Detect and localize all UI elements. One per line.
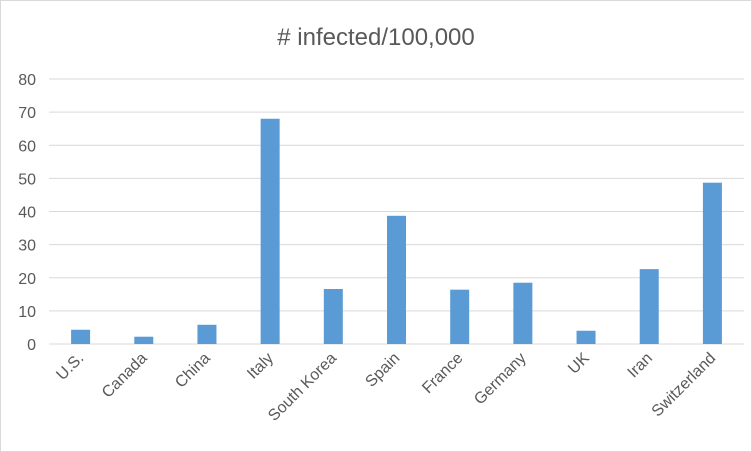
gridlines (49, 78, 744, 345)
bar (576, 330, 596, 344)
x-tick-label: France (419, 350, 466, 397)
bar (71, 329, 91, 344)
y-tick-label: 40 (18, 205, 36, 222)
bars (71, 118, 722, 344)
bar (134, 336, 154, 344)
y-tick-label: 50 (18, 171, 36, 188)
bar (639, 269, 659, 344)
x-tick-label: UK (565, 350, 593, 378)
y-tick-label: 10 (18, 304, 36, 321)
bar (387, 215, 406, 344)
bar (450, 289, 470, 344)
y-tick-label: 60 (18, 138, 36, 155)
bar (702, 182, 722, 344)
y-tick-label: 30 (18, 238, 36, 255)
x-tick-label: South Korea (265, 350, 340, 425)
x-tick-label: Switzerland (649, 350, 720, 421)
x-tick-label: Canada (99, 350, 151, 402)
x-tick-label: Italy (244, 350, 277, 383)
y-tick-label: 80 (18, 72, 36, 89)
x-tick-label: Iran (625, 350, 657, 382)
x-tick-label: U.S. (53, 350, 87, 384)
x-tick-label: Germany (471, 350, 530, 409)
bar (323, 289, 343, 344)
chart-title: # infected/100,000 (277, 24, 475, 51)
bar (260, 118, 280, 344)
x-tick-label: China (172, 350, 214, 392)
y-tick-label: 0 (27, 337, 36, 354)
bar (197, 324, 217, 344)
y-tick-label: 70 (18, 105, 36, 122)
y-tick-label: 20 (18, 271, 36, 288)
y-axis-ticks: 0 10 20 30 40 50 60 70 80 (18, 72, 36, 354)
bar (513, 282, 533, 344)
x-tick-label: Spain (362, 350, 403, 391)
